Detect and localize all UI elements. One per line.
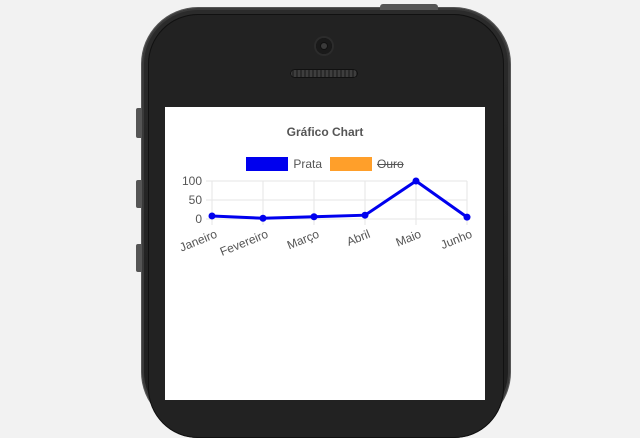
mute-switch: [136, 108, 142, 138]
data-point: [259, 214, 267, 222]
x-tick-label: Maio: [394, 227, 424, 250]
legend-item-ouro[interactable]: Ouro: [330, 157, 404, 171]
legend-swatch-prata: [246, 157, 289, 171]
legend-swatch-ouro: [330, 157, 372, 171]
volume-down-button: [136, 244, 142, 272]
data-point: [208, 212, 216, 220]
legend-label-ouro: Ouro: [377, 157, 404, 171]
data-point: [463, 213, 471, 221]
x-tick-label: Abril: [345, 227, 373, 249]
chart-legend: Prata Ouro: [165, 157, 485, 171]
series-line-prata: [211, 179, 468, 220]
speaker-grille: [290, 69, 358, 78]
power-button: [380, 4, 438, 10]
x-tick-label: Junho: [439, 227, 475, 252]
y-tick-label: 50: [189, 193, 203, 207]
legend-item-prata[interactable]: Prata: [246, 157, 322, 171]
phone-screen: Gráfico Chart Prata Ouro 0 50 100 Janeiro Fe…: [165, 107, 485, 400]
x-tick-label: Março: [285, 227, 321, 253]
camera-icon: [316, 38, 332, 54]
data-point: [412, 177, 420, 185]
legend-label-prata: Prata: [293, 157, 322, 171]
x-tick-label: Janeiro: [177, 227, 219, 255]
y-tick-label: 100: [182, 174, 202, 188]
data-point: [310, 213, 318, 221]
data-point: [361, 211, 369, 219]
x-tick-label: Fevereiro: [218, 227, 271, 259]
chart-title: Gráfico Chart: [286, 125, 364, 139]
volume-up-button: [136, 180, 142, 208]
y-tick-label: 0: [195, 212, 202, 226]
